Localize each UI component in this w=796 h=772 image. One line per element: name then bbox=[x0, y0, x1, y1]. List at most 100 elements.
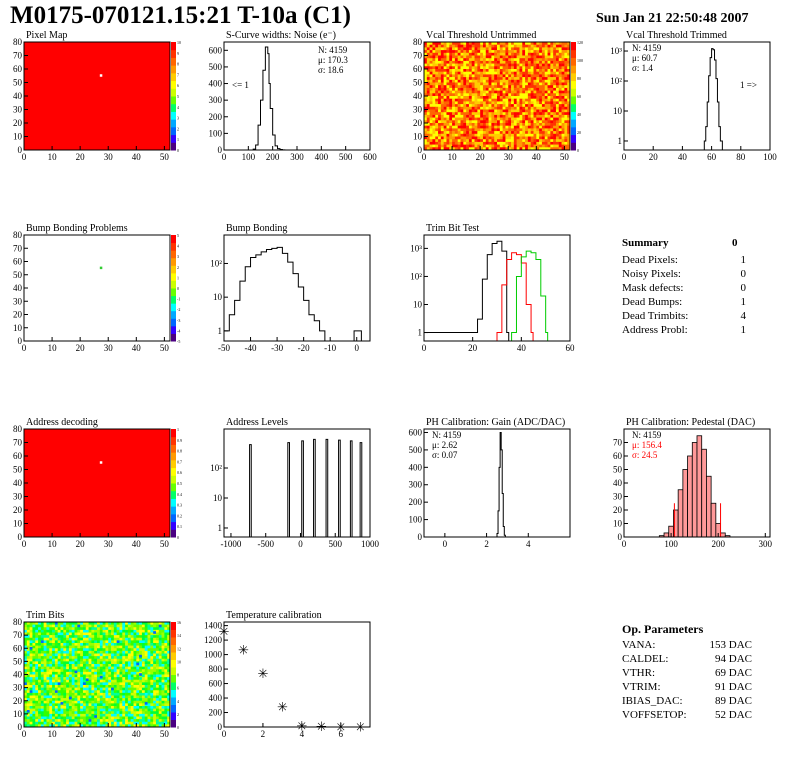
heatmap-cell bbox=[82, 661, 87, 665]
heatmap-cell bbox=[536, 136, 540, 140]
x-tick-label: -20 bbox=[298, 343, 310, 353]
x-tick-label: 30 bbox=[104, 343, 114, 353]
heatmap-cell bbox=[116, 635, 120, 639]
heatmap-cell bbox=[68, 635, 73, 639]
heatmap-cell bbox=[40, 650, 44, 654]
heatmap-cell bbox=[153, 687, 157, 691]
heatmap-cell bbox=[502, 44, 506, 48]
heatmap-cell bbox=[446, 123, 450, 126]
heatmap-cell bbox=[136, 724, 140, 728]
heatmap-cell bbox=[502, 125, 506, 129]
heatmap-cell bbox=[525, 120, 529, 124]
heatmap-cell bbox=[474, 69, 478, 72]
heatmap-cell bbox=[494, 101, 498, 105]
heatmap-cell bbox=[530, 71, 534, 75]
heatmap-cell bbox=[105, 669, 109, 673]
heatmap-cell bbox=[147, 671, 151, 675]
heatmap-cell bbox=[60, 643, 64, 646]
heatmap-cell bbox=[561, 63, 565, 67]
heatmap-cell bbox=[511, 139, 515, 143]
heatmap-cell bbox=[480, 63, 484, 67]
heatmap-cell bbox=[54, 708, 58, 712]
heatmap-cell bbox=[541, 112, 546, 116]
heatmap-cell bbox=[147, 690, 151, 694]
heatmap-cell bbox=[113, 719, 117, 723]
y-tick-label: 300 bbox=[409, 480, 423, 490]
heatmap-cell bbox=[454, 79, 458, 83]
heatmap-cell bbox=[105, 679, 109, 683]
heatmap-cell bbox=[150, 640, 154, 644]
heatmap-cell bbox=[88, 656, 92, 660]
heatmap-cell bbox=[485, 106, 489, 110]
heatmap-cell bbox=[497, 58, 501, 62]
heatmap-cell bbox=[26, 698, 30, 702]
heatmap-cell bbox=[125, 713, 129, 717]
palette-tick-label: 120 bbox=[577, 40, 583, 45]
heatmap-cell bbox=[555, 63, 560, 67]
heatmap-cell bbox=[94, 640, 98, 644]
heatmap-cell bbox=[102, 664, 106, 667]
heatmap-cell bbox=[82, 713, 87, 717]
heatmap-cell bbox=[133, 664, 137, 667]
heatmap-cell bbox=[85, 624, 89, 628]
heatmap-cell bbox=[85, 664, 89, 667]
heatmap-cell bbox=[555, 44, 560, 48]
heatmap-cell bbox=[474, 112, 478, 116]
heatmap-cell bbox=[82, 703, 87, 707]
heatmap-cell bbox=[40, 658, 44, 662]
heatmap-cell bbox=[80, 721, 84, 725]
heatmap-cell bbox=[564, 133, 568, 137]
heatmap-cell bbox=[477, 109, 481, 113]
heatmap-cell bbox=[127, 687, 131, 691]
heatmap-cell bbox=[35, 640, 39, 644]
heatmap-cell bbox=[155, 624, 160, 628]
heatmap-cell bbox=[485, 117, 489, 121]
heatmap-cell bbox=[567, 139, 571, 143]
heatmap-cell bbox=[40, 703, 44, 707]
heatmap-cell bbox=[111, 637, 115, 641]
heatmap-cell bbox=[474, 90, 478, 94]
heatmap-cell bbox=[544, 104, 548, 108]
heatmap-cell bbox=[516, 120, 520, 124]
heatmap-cell bbox=[52, 637, 56, 641]
heatmap-cell bbox=[97, 666, 101, 670]
heatmap-cell bbox=[494, 74, 498, 78]
heatmap-cell bbox=[77, 706, 81, 709]
y-tick-label: 400 bbox=[209, 693, 223, 703]
heatmap-cell bbox=[474, 117, 478, 121]
heatmap-cell bbox=[158, 719, 162, 723]
heatmap-cell bbox=[32, 711, 36, 715]
heatmap-cell bbox=[539, 147, 543, 151]
heatmap-cell bbox=[26, 635, 30, 639]
heatmap-cell bbox=[482, 60, 487, 64]
y-tick-label: 0 bbox=[18, 145, 23, 155]
y-tick-label: 10 bbox=[413, 299, 423, 309]
heatmap-cell bbox=[497, 98, 501, 102]
heatmap-cell bbox=[460, 125, 464, 129]
x-tick-label: 4 bbox=[526, 539, 531, 549]
heatmap-cell bbox=[108, 700, 112, 704]
heatmap-cell bbox=[553, 60, 557, 64]
heatmap-cell bbox=[150, 669, 154, 673]
heatmap-cell bbox=[499, 63, 503, 67]
heatmap-cell bbox=[99, 685, 103, 688]
heatmap-cell bbox=[77, 682, 81, 686]
heatmap-cell bbox=[457, 77, 461, 81]
heatmap-cell bbox=[141, 666, 146, 670]
heatmap-cell bbox=[544, 79, 548, 83]
heatmap-cell bbox=[511, 47, 515, 51]
heatmap-cell bbox=[443, 141, 447, 145]
pedestal-bar bbox=[706, 475, 712, 538]
heatmap-cell bbox=[136, 703, 140, 707]
heatmap-cell bbox=[438, 123, 442, 126]
heatmap-cell bbox=[141, 653, 146, 657]
heatmap-cell bbox=[82, 653, 87, 657]
heatmap-cell bbox=[164, 658, 168, 662]
heatmap-cell bbox=[522, 52, 526, 56]
heatmap-cell bbox=[147, 658, 151, 662]
heatmap-cell bbox=[66, 721, 70, 725]
heatmap-cell bbox=[466, 120, 470, 124]
row-value: 1 bbox=[740, 324, 747, 336]
x-tick-label: 300 bbox=[290, 152, 304, 162]
heatmap-cell bbox=[513, 141, 517, 145]
